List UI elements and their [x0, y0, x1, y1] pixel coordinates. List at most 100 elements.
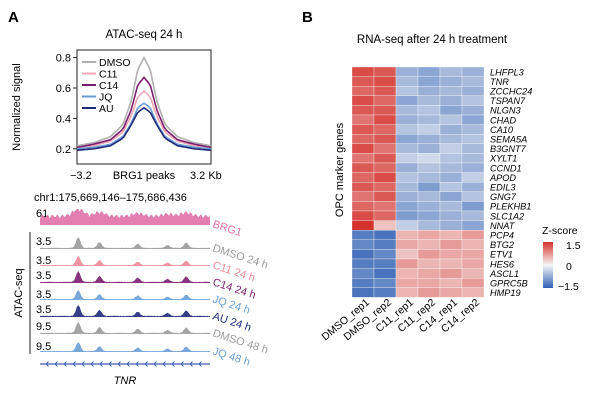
heatmap-cell: [461, 230, 485, 240]
heatmap-cell: [373, 239, 397, 250]
heatmap-cell: [351, 182, 375, 192]
heatmap-cell: [439, 105, 463, 116]
colorbar-title: Z-score: [542, 225, 578, 237]
heatmap-cell: [417, 114, 441, 125]
heatmap-cell: [395, 172, 419, 183]
heatmap-cell: [395, 249, 419, 260]
heatmap-ylabel: OPC marker genes: [334, 122, 346, 217]
heatmap-row-label: B3GNT7: [490, 144, 527, 154]
panel-b-letter: B: [302, 9, 313, 26]
heatmap-row-label: EDIL3: [490, 183, 516, 193]
heatmap-cell: [395, 191, 419, 202]
heatmap-cell: [461, 86, 485, 96]
profile-y-ticks: 0.2 0.4 0.6 0.8: [56, 53, 77, 156]
heatmap-cell: [461, 124, 485, 135]
strand-arrow: [108, 361, 112, 367]
heatmap-cell: [395, 114, 419, 125]
heatmap-cell: [395, 220, 419, 231]
heatmap-cell: [395, 153, 419, 164]
heatmap-cell: [461, 153, 485, 164]
strand-arrow: [198, 361, 202, 367]
heatmap-row-labels: LHFPL3TNRZCCHC24TSPAN7NLGN3CHADCA10SEMA5…: [489, 67, 532, 298]
heatmap-cell: [439, 86, 463, 96]
heatmap-cell: [373, 134, 397, 144]
profile-line-c11: [76, 89, 212, 149]
heatmap-row-label: GNG7: [490, 192, 517, 202]
heatmap-cell: [373, 162, 397, 173]
heatmap-cell: [461, 191, 485, 202]
heatmap-cell: [351, 76, 375, 87]
heatmap-cell: [417, 278, 441, 288]
profile-plot: ATAC-seq 24 h Normalized signal 0.20.40.…: [11, 29, 222, 182]
track-scale: 3.5: [36, 255, 51, 267]
heatmap-cell: [373, 95, 397, 106]
heatmap-row-label: HES6: [490, 259, 515, 269]
heatmap-row-label: XYLT1: [489, 154, 517, 164]
heatmap-cell: [417, 172, 441, 183]
heatmap-row-label: ASCL1: [489, 269, 519, 279]
heatmap-cell: [461, 268, 485, 279]
heatmap-cell: [439, 249, 463, 260]
heatmap-row-label: CA10: [490, 125, 514, 135]
heatmap-cell: [439, 66, 463, 77]
heatmap-cell: [395, 278, 419, 288]
heatmap-cell: [439, 210, 463, 221]
track-signal: [40, 237, 210, 249]
heatmap-cell: [373, 191, 397, 202]
strand-arrow: [45, 361, 49, 367]
heatmap-cell: [351, 124, 375, 135]
gene-strand-arrows: [45, 361, 202, 367]
heatmap-cell: [395, 287, 419, 298]
heatmap-cell: [395, 230, 419, 240]
track-signal: [40, 342, 210, 352]
heatmap-row-label: PLEKHB1: [490, 202, 531, 212]
profile-title: ATAC-seq 24 h: [106, 29, 183, 41]
heatmap-cell: [417, 153, 441, 164]
heatmap-cell: [373, 278, 397, 288]
heatmap-row-label: ETV1: [490, 250, 513, 260]
heatmap: RNA-seq after 24 h treatment OPC marker …: [320, 34, 581, 343]
strand-arrow: [81, 361, 85, 367]
colorbar-tick-high: 1.5: [566, 240, 581, 252]
heatmap-cell: [395, 201, 419, 212]
panel-a-letter: A: [8, 9, 19, 26]
profile-xlabel-mid: BRG1 peaks: [113, 170, 176, 182]
heatmap-cell: [439, 278, 463, 288]
strand-arrow: [144, 361, 148, 367]
heatmap-cell: [439, 182, 463, 192]
heatmap-row-label: GPRC5B: [490, 279, 528, 289]
strand-arrow: [135, 361, 139, 367]
heatmap-cell: [373, 230, 397, 240]
profile-y-tick-label: 0.4: [56, 113, 71, 125]
profile-xlabel-right: 3.2 Kb: [190, 170, 222, 182]
heatmap-cell: [417, 182, 441, 192]
heatmap-cell: [351, 230, 375, 240]
heatmap-cell: [373, 86, 397, 96]
heatmap-cell: [351, 105, 375, 116]
heatmap-cell: [373, 220, 397, 231]
profile-y-tick-label: 0.6: [56, 83, 71, 95]
heatmap-cell: [461, 249, 485, 260]
heatmap-cell: [351, 201, 375, 212]
track-signal: [40, 271, 210, 283]
heatmap-cell: [439, 143, 463, 154]
heatmap-row-label: PCP4: [490, 231, 514, 241]
heatmap-cell: [417, 287, 441, 298]
track-label: BRG1: [211, 218, 243, 239]
heatmap-cell: [439, 172, 463, 183]
heatmap-cell: [461, 278, 485, 288]
heatmap-cell: [417, 230, 441, 240]
track-signal: [40, 209, 210, 225]
heatmap-row-label: CCND1: [490, 163, 522, 173]
heatmap-cell: [461, 258, 485, 269]
heatmap-cell: [351, 95, 375, 106]
colorbar-tick-low: −1.5: [558, 281, 579, 293]
heatmap-cell: [461, 239, 485, 250]
heatmap-cell: [351, 172, 375, 183]
heatmap-cell: [439, 230, 463, 240]
heatmap-cell: [439, 114, 463, 125]
heatmap-cell: [461, 134, 485, 144]
heatmap-cell: [351, 191, 375, 202]
heatmap-cell: [439, 287, 463, 298]
heatmap-cell: [439, 191, 463, 202]
